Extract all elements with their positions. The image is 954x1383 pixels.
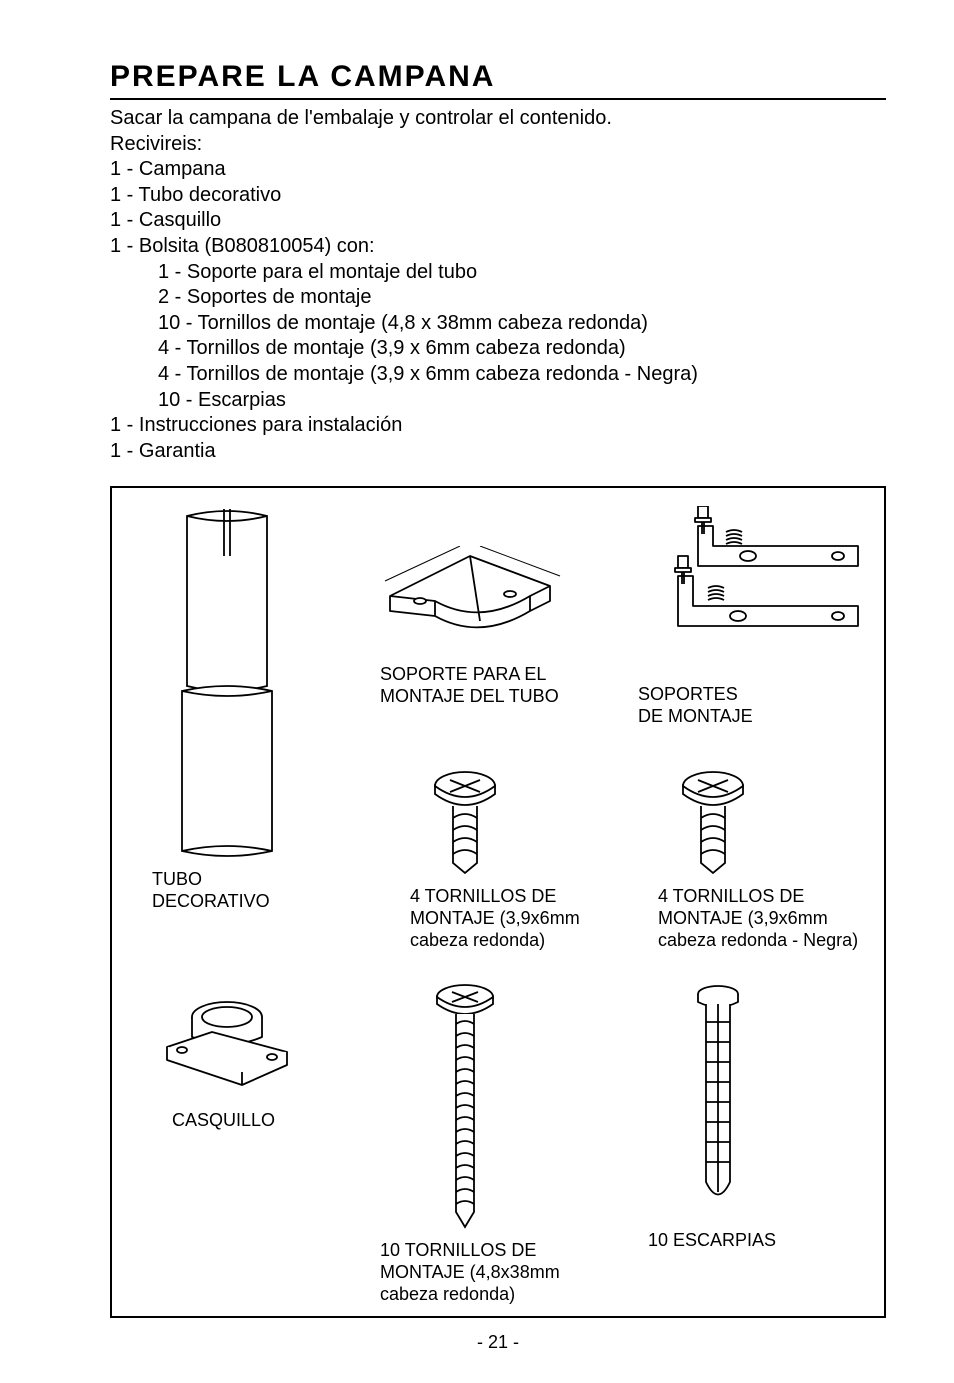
list-item: 1 - Instrucciones para instalación: [110, 413, 886, 439]
screw-small-black-icon: [668, 768, 758, 878]
caption: TUBO DECORATIVO: [152, 869, 362, 913]
escarpias-icon: [678, 982, 758, 1212]
list-item: 1 - Soporte para el montaje del tubo: [158, 260, 886, 286]
figure-casquillo: CASQUILLO: [152, 982, 362, 1306]
intro-line: Recivireis:: [110, 132, 886, 158]
list-item: 10 - Tornillos de montaje (4,8 x 38mm ca…: [158, 311, 886, 337]
figure-grid: TUBO DECORATIVO SOPORTE PA: [152, 506, 878, 1306]
intro-text: Sacar la campana de l'embalaje y control…: [110, 106, 886, 157]
caption: 4 TORNILLOS DE MONTAJE (3,9x6mm cabeza r…: [410, 886, 620, 952]
figure-screw-small: 4 TORNILLOS DE MONTAJE (3,9x6mm cabeza r…: [380, 758, 620, 952]
list-item: 1 - Casquillo: [110, 208, 886, 234]
figure-soportes: SOPORTES DE MONTAJE: [638, 506, 878, 728]
list-item: 1 - Bolsita (B080810054) con:: [110, 234, 886, 260]
list-item: 4 - Tornillos de montaje (3,9 x 6mm cabe…: [158, 362, 886, 388]
list-item: 10 - Escarpias: [158, 388, 886, 414]
screw-long-icon: [420, 982, 510, 1232]
casquillo-icon: [152, 992, 302, 1102]
contents-list: 1 - Campana 1 - Tubo decorativo 1 - Casq…: [110, 157, 886, 464]
screw-small-icon: [420, 768, 510, 878]
caption: SOPORTE PARA EL MONTAJE DEL TUBO: [380, 664, 620, 708]
soportes-montaje-icon: [638, 506, 878, 676]
soporte-tubo-icon: [380, 546, 580, 656]
figure-tubo-decorativo: TUBO DECORATIVO: [152, 506, 362, 952]
tubo-decorativo-icon: [152, 506, 302, 861]
figure-escarpias: 10 ESCARPIAS: [638, 982, 878, 1306]
figure-screw-long: 10 TORNILLOS DE MONTAJE (4,8x38mm cabeza…: [380, 982, 620, 1306]
caption: SOPORTES DE MONTAJE: [638, 684, 878, 728]
page-number: - 21 -: [110, 1332, 886, 1353]
caption: 10 TORNILLOS DE MONTAJE (4,8x38mm cabeza…: [380, 1240, 620, 1306]
list-item: 1 - Garantia: [110, 439, 886, 465]
caption: CASQUILLO: [172, 1110, 362, 1132]
list-item: 4 - Tornillos de montaje (3,9 x 6mm cabe…: [158, 336, 886, 362]
sublist: 1 - Soporte para el montaje del tubo 2 -…: [110, 260, 886, 414]
caption: 4 TORNILLOS DE MONTAJE (3,9x6mm cabeza r…: [658, 886, 878, 952]
heading: PREPARE LA CAMPANA: [110, 60, 886, 100]
list-item: 1 - Campana: [110, 157, 886, 183]
figure-box: TUBO DECORATIVO SOPORTE PA: [110, 486, 886, 1318]
page: PREPARE LA CAMPANA Sacar la campana de l…: [0, 0, 954, 1383]
intro-line: Sacar la campana de l'embalaje y control…: [110, 106, 886, 132]
figure-screw-small-black: 4 TORNILLOS DE MONTAJE (3,9x6mm cabeza r…: [638, 758, 878, 952]
caption: 10 ESCARPIAS: [648, 1230, 878, 1252]
figure-soporte-tubo: SOPORTE PARA EL MONTAJE DEL TUBO: [380, 506, 620, 728]
list-item: 1 - Tubo decorativo: [110, 183, 886, 209]
list-item: 2 - Soportes de montaje: [158, 285, 886, 311]
